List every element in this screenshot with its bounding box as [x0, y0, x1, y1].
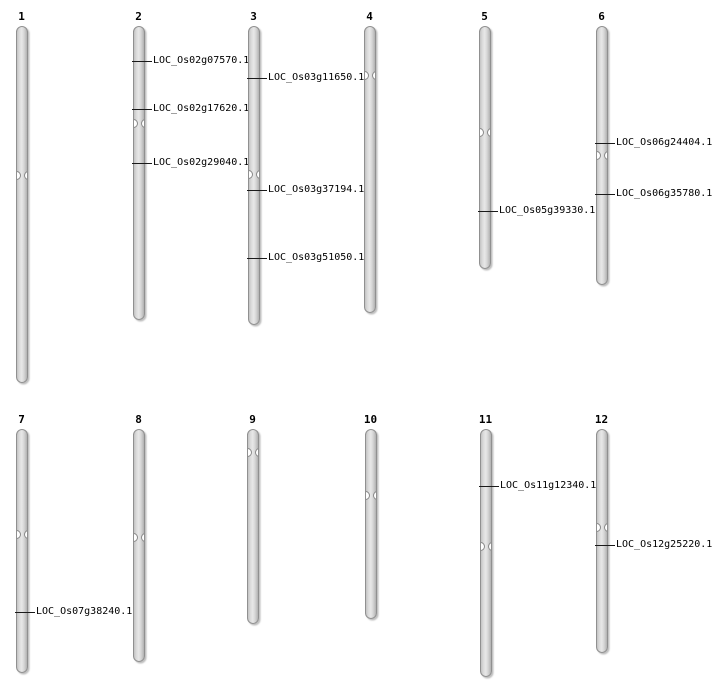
chromosome-11-number: 11	[478, 413, 493, 426]
chromosome-10-number: 10	[363, 413, 378, 426]
centromere-notch-right	[140, 532, 144, 542]
chromosome-4-bar	[364, 26, 376, 313]
gene-label-LOC_Os02g17620.1: LOC_Os02g17620.1	[153, 103, 250, 114]
centromere-notch-right	[23, 529, 27, 539]
gene-label-LOC_Os03g37194.1: LOC_Os03g37194.1	[268, 184, 365, 195]
centromere-notch-right	[23, 170, 27, 180]
centromere-notch-left	[17, 529, 21, 539]
chromosome-3-bar	[248, 26, 260, 325]
centromere-notch-right	[255, 169, 259, 179]
chromosome-4-number: 4	[366, 10, 373, 23]
gene-label-LOC_Os06g24404.1: LOC_Os06g24404.1	[616, 137, 712, 148]
centromere-notch-right	[486, 127, 490, 137]
chromosome-1-bar	[16, 26, 28, 383]
gene-tick-LOC_Os06g35780.1	[595, 194, 615, 195]
chromosome-11-bar	[480, 429, 492, 677]
gene-label-LOC_Os02g07570.1: LOC_Os02g07570.1	[153, 55, 250, 66]
chromosome-2-bar	[133, 26, 145, 320]
gene-label-LOC_Os03g51050.1: LOC_Os03g51050.1	[268, 252, 365, 263]
centromere-notch-right	[371, 70, 375, 80]
gene-tick-LOC_Os07g38240.1	[15, 612, 35, 613]
gene-label-LOC_Os11g12340.1: LOC_Os11g12340.1	[500, 480, 597, 491]
centromere-notch-left	[248, 447, 252, 457]
gene-label-LOC_Os12g25220.1: LOC_Os12g25220.1	[616, 539, 712, 550]
gene-tick-LOC_Os02g07570.1	[132, 61, 152, 62]
gene-tick-LOC_Os11g12340.1	[479, 486, 499, 487]
centromere-notch-left	[366, 490, 370, 500]
centromere-notch-left	[134, 532, 138, 542]
gene-tick-LOC_Os06g24404.1	[595, 143, 615, 144]
centromere-notch-left	[597, 522, 601, 532]
centromere-notch-left	[597, 150, 601, 160]
chromosome-2-number: 2	[135, 10, 142, 23]
chromosome-9-bar	[247, 429, 259, 624]
chromosome-5-bar	[479, 26, 491, 269]
centromere-notch-right	[254, 447, 258, 457]
centromere-notch-left	[249, 169, 253, 179]
chromosome-8-number: 8	[135, 413, 142, 426]
gene-tick-LOC_Os03g51050.1	[247, 258, 267, 259]
chromosome-6-bar	[596, 26, 608, 285]
chromosome-6-number: 6	[598, 10, 605, 23]
chromosome-12-number: 12	[594, 413, 609, 426]
chromosome-7-bar	[16, 429, 28, 673]
gene-tick-LOC_Os03g37194.1	[247, 190, 267, 191]
chromosome-12-bar	[596, 429, 608, 653]
centromere-notch-left	[480, 127, 484, 137]
chromosome-8-bar	[133, 429, 145, 662]
centromere-notch-right	[603, 522, 607, 532]
centromere-notch-left	[17, 170, 21, 180]
gene-label-LOC_Os05g39330.1: LOC_Os05g39330.1	[499, 205, 596, 216]
gene-tick-LOC_Os05g39330.1	[478, 211, 498, 212]
chromosome-7-number: 7	[18, 413, 25, 426]
gene-tick-LOC_Os02g17620.1	[132, 109, 152, 110]
centromere-notch-right	[372, 490, 376, 500]
centromere-notch-right	[487, 541, 491, 551]
gene-label-LOC_Os07g38240.1: LOC_Os07g38240.1	[36, 606, 133, 617]
centromere-notch-left	[134, 118, 138, 128]
gene-label-LOC_Os03g11650.1: LOC_Os03g11650.1	[268, 72, 365, 83]
centromere-notch-left	[481, 541, 485, 551]
gene-label-LOC_Os06g35780.1: LOC_Os06g35780.1	[616, 188, 712, 199]
gene-tick-LOC_Os03g11650.1	[247, 78, 267, 79]
chromosome-1-number: 1	[18, 10, 25, 23]
centromere-notch-right	[140, 118, 144, 128]
centromere-notch-left	[365, 70, 369, 80]
gene-label-LOC_Os02g29040.1: LOC_Os02g29040.1	[153, 157, 250, 168]
centromere-notch-right	[603, 150, 607, 160]
chromosome-10-bar	[365, 429, 377, 619]
chromosome-5-number: 5	[481, 10, 488, 23]
gene-tick-LOC_Os12g25220.1	[595, 545, 615, 546]
gene-tick-LOC_Os02g29040.1	[132, 163, 152, 164]
chromosome-3-number: 3	[250, 10, 257, 23]
chromosome-9-number: 9	[249, 413, 256, 426]
